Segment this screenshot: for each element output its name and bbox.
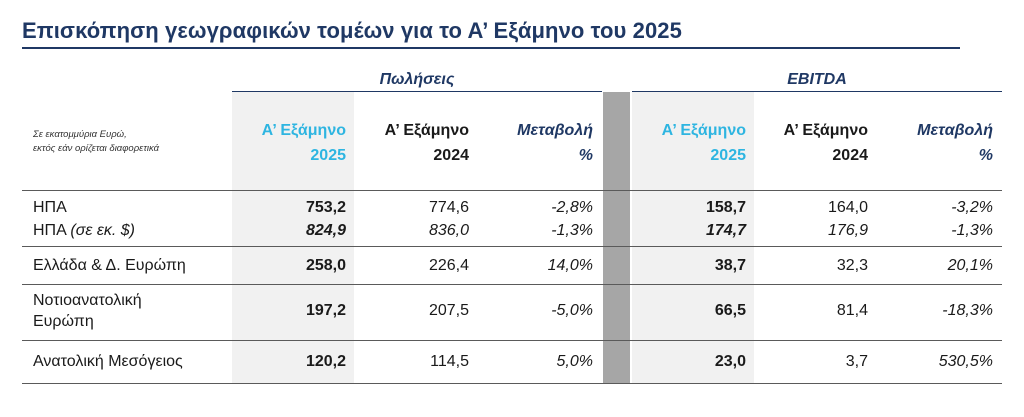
sales-current-cell: 824,9 xyxy=(305,222,346,239)
group-divider xyxy=(603,92,630,384)
group-rule-sales xyxy=(232,91,602,92)
sales-current-cell: 120,2 xyxy=(305,353,346,370)
ebitda-change-cell: -18,3% xyxy=(942,302,993,319)
sales-current-column-shade xyxy=(232,92,354,384)
units-note-line: εκτός εάν ορίζεται διαφορετικά xyxy=(33,143,160,154)
sales-previous-cell: 207,5 xyxy=(428,302,469,319)
row-label: ΗΠΑ xyxy=(33,199,67,216)
ebitda-change-cell: 20,1% xyxy=(947,257,993,274)
row-separator xyxy=(22,383,1002,384)
ebitda-current-cell: 174,7 xyxy=(705,222,746,239)
ebitda-current-cell: 38,7 xyxy=(714,257,746,274)
group-header-ebitda: EBITDA xyxy=(787,71,847,88)
ebitda-change-cell: -3,2% xyxy=(951,199,993,216)
row-label: Νοτιοανατολική Ευρώπη xyxy=(33,292,142,330)
sales-previous-cell: 114,5 xyxy=(430,353,469,370)
units-note: Σε εκατομμύρια Ευρώ, εκτός εάν ορίζεται … xyxy=(33,128,223,156)
sales-current-cell: 753,2 xyxy=(305,199,346,216)
ebitda-previous-cell: 164,0 xyxy=(827,199,868,216)
group-header-sales: Πωλήσεις xyxy=(379,71,455,88)
col-header-sales-previous: Α’ Εξάμηνο 2024 xyxy=(384,122,469,164)
ebitda-previous-cell: 81,4 xyxy=(836,302,868,319)
col-header-ebitda-previous: Α’ Εξάμηνο 2024 xyxy=(783,122,868,164)
sales-change-cell: -5,0% xyxy=(551,302,593,319)
col-header-ebitda-current: Α’ Εξάμηνο 2025 xyxy=(661,122,746,164)
ebitda-change-cell: 530,5% xyxy=(938,353,993,370)
page-title: Επισκόπηση γεωγραφικών τομέων για το Α’ … xyxy=(22,18,682,43)
title-underline xyxy=(22,47,960,49)
row-label: Ανατολική Μεσόγειος xyxy=(33,353,183,370)
ebitda-previous-cell: 3,7 xyxy=(845,353,868,370)
row-label: Ελλάδα & Δ. Ευρώπη xyxy=(33,257,186,274)
sales-change-cell: -2,8% xyxy=(551,199,593,216)
ebitda-previous-cell: 176,9 xyxy=(827,222,868,239)
units-note-line: Σε εκατομμύρια Ευρώ, xyxy=(33,129,127,140)
sales-current-cell: 197,2 xyxy=(305,302,346,319)
row-separator xyxy=(22,190,1002,191)
ebitda-current-cell: 66,5 xyxy=(714,302,746,319)
ebitda-change-cell: -1,3% xyxy=(951,222,993,239)
sales-previous-cell: 836,0 xyxy=(428,222,469,239)
row-label: ΗΠΑ (σε εκ. $) xyxy=(33,222,135,239)
sales-previous-cell: 226,4 xyxy=(428,257,469,274)
sales-previous-cell: 774,6 xyxy=(428,199,469,216)
sales-change-cell: -1,3% xyxy=(551,222,593,239)
ebitda-current-cell: 23,0 xyxy=(714,353,746,370)
ebitda-current-column-shade xyxy=(632,92,754,384)
row-separator xyxy=(22,284,1002,285)
row-separator xyxy=(22,340,1002,341)
sales-change-cell: 5,0% xyxy=(556,353,593,370)
ebitda-current-cell: 158,7 xyxy=(705,199,746,216)
sales-change-cell: 14,0% xyxy=(547,257,593,274)
col-header-sales-change: Μεταβολή% xyxy=(517,122,593,164)
sales-current-cell: 258,0 xyxy=(305,257,346,274)
group-rule-ebitda xyxy=(632,91,1002,92)
ebitda-previous-cell: 32,3 xyxy=(836,257,868,274)
row-separator xyxy=(22,246,1002,247)
row-label-note: (σε εκ. $) xyxy=(70,222,135,239)
col-header-ebitda-change: Μεταβολή% xyxy=(917,122,993,164)
col-header-sales-current: Α’ Εξάμηνο 2025 xyxy=(261,122,346,164)
